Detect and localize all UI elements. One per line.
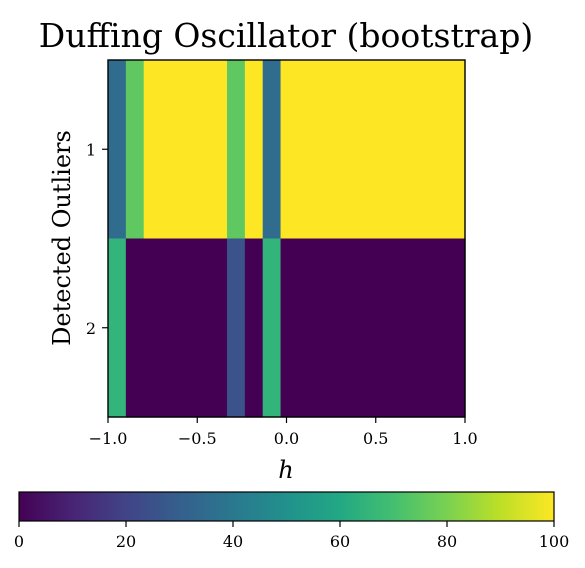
colorbar-tick-label: 0 <box>14 532 24 551</box>
x-tick-label: 0.5 <box>363 429 388 448</box>
heatmap-cells <box>108 60 466 418</box>
x-tick-label: −0.5 <box>178 429 217 448</box>
heatmap-cell <box>244 60 264 240</box>
heatmap-cell <box>280 238 466 418</box>
colorbar-tick-label: 60 <box>330 532 350 551</box>
y-tick-label: 1 <box>86 140 96 159</box>
x-axis-label: h <box>278 456 293 484</box>
colorbar-tick-label: 80 <box>437 532 457 551</box>
colorbar-tick-label: 100 <box>539 532 570 551</box>
x-tick-label: −1.0 <box>89 429 128 448</box>
colorbar-tick-label: 20 <box>116 532 136 551</box>
y-tick-label: 2 <box>86 319 96 338</box>
y-axis-ticks: 12 <box>86 140 108 338</box>
colorbar-ticks: 0 20 40 60 80 100 <box>14 521 569 551</box>
heatmap-cell <box>262 60 282 240</box>
colorbar-tick-label: 40 <box>223 532 243 551</box>
heatmap-cell <box>244 238 264 418</box>
x-axis-ticks: −1.0 −0.5 0.0 0.5 1.0 <box>89 417 478 448</box>
x-tick-label: 1.0 <box>452 429 477 448</box>
heatmap-cell <box>262 238 282 418</box>
heatmap-cell <box>125 238 145 418</box>
heatmap-cell <box>108 238 127 418</box>
y-axis-label: Detected Outliers <box>48 130 76 346</box>
heatmap-cell <box>280 60 466 240</box>
heatmap-cell <box>143 60 228 240</box>
heatmap-cell <box>108 60 127 240</box>
heatmap-cell <box>227 238 246 418</box>
x-tick-label: 0.0 <box>274 429 299 448</box>
heatmap-cell <box>227 60 246 240</box>
heatmap-cell <box>143 238 228 418</box>
heatmap-cell <box>125 60 145 240</box>
colorbar <box>18 491 555 522</box>
chart-title: Duffing Oscillator (bootstrap) <box>39 16 533 55</box>
